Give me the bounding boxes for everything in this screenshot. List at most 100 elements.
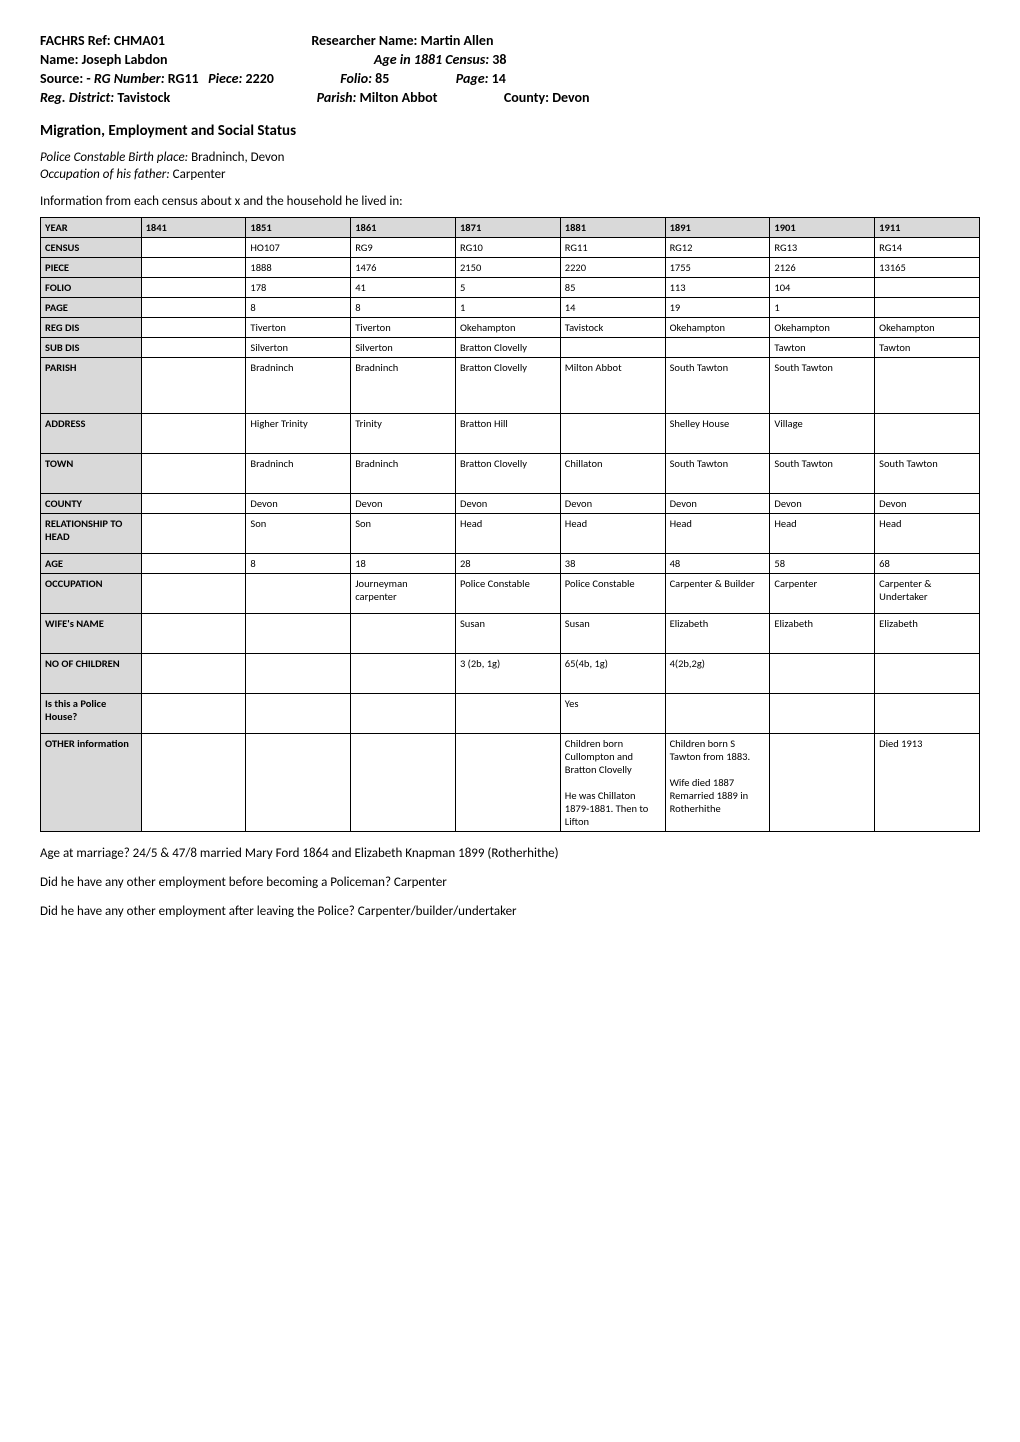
father-occ-value: Carpenter: [173, 167, 226, 182]
table-cell: Bratton Clovelly: [455, 358, 560, 414]
table-row: OTHER informationChildren born Cullompto…: [41, 734, 980, 832]
table-cell: Yes: [560, 694, 665, 734]
table-cell: Died 1913: [875, 734, 980, 832]
table-cell: [141, 494, 246, 514]
table-cell: Bratton Hill: [455, 414, 560, 454]
table-cell: Milton Abbot: [560, 358, 665, 414]
table-cell: Son: [351, 514, 456, 554]
subject-name: Joseph Labdon: [82, 51, 168, 68]
row-label: TOWN: [41, 454, 142, 494]
table-cell: Tavistock: [560, 318, 665, 338]
col-header: 1911: [875, 218, 980, 238]
table-cell: Bradninch: [246, 358, 351, 414]
rg-number: RG11: [168, 70, 199, 87]
row-label: REG DIS: [41, 318, 142, 338]
table-cell: [141, 414, 246, 454]
table-cell: [351, 734, 456, 832]
table-row: TOWNBradninchBradninchBratton ClovellyCh…: [41, 454, 980, 494]
table-cell: [770, 694, 875, 734]
table-cell: 85: [560, 278, 665, 298]
table-cell: [141, 734, 246, 832]
table-cell: RG10: [455, 238, 560, 258]
table-cell: Head: [665, 514, 770, 554]
table-cell: Carpenter & Undertaker: [875, 574, 980, 614]
table-cell: [351, 694, 456, 734]
table-cell: 178: [246, 278, 351, 298]
table-cell: Devon: [560, 494, 665, 514]
folio-label: Folio:: [340, 70, 372, 87]
table-cell: Okehampton: [665, 318, 770, 338]
table-cell: 13165: [875, 258, 980, 278]
table-cell: [875, 654, 980, 694]
county-label: County:: [504, 89, 549, 106]
table-cell: 2126: [770, 258, 875, 278]
table-cell: Elizabeth: [770, 614, 875, 654]
page-value: 14: [492, 70, 506, 87]
parish-value: Milton Abbot: [360, 89, 438, 106]
table-cell: [141, 554, 246, 574]
table-cell: [141, 338, 246, 358]
table-cell: [141, 258, 246, 278]
reg-district: Tavistock: [117, 89, 170, 106]
parish-label: Parish:: [317, 89, 357, 106]
table-cell: 18: [351, 554, 456, 574]
table-cell: [246, 574, 351, 614]
row-label: OTHER information: [41, 734, 142, 832]
table-cell: [141, 514, 246, 554]
table-cell: Okehampton: [455, 318, 560, 338]
table-cell: Shelley House: [665, 414, 770, 454]
table-cell: Chillaton: [560, 454, 665, 494]
row-label: Is this a Police House?: [41, 694, 142, 734]
table-cell: Higher Trinity: [246, 414, 351, 454]
table-cell: Police Constable: [455, 574, 560, 614]
table-cell: 4(2b,2g): [665, 654, 770, 694]
section-title: Migration, Employment and Social Status: [40, 122, 980, 140]
table-cell: Police Constable: [560, 574, 665, 614]
table-row: FOLIO17841585113104: [41, 278, 980, 298]
table-cell: Bratton Clovelly: [455, 454, 560, 494]
table-cell: 104: [770, 278, 875, 298]
table-cell: 8: [246, 298, 351, 318]
age-value: 38: [492, 51, 506, 68]
table-cell: [141, 694, 246, 734]
table-cell: South Tawton: [665, 454, 770, 494]
researcher-name: Martin Allen: [421, 32, 494, 49]
table-cell: Tiverton: [351, 318, 456, 338]
table-row: PAGE88114191: [41, 298, 980, 318]
page-label: Page:: [456, 70, 489, 87]
table-cell: [141, 278, 246, 298]
row-label: OCCUPATION: [41, 574, 142, 614]
table-cell: Devon: [455, 494, 560, 514]
table-cell: 8: [246, 554, 351, 574]
row-label: NO OF CHILDREN: [41, 654, 142, 694]
table-cell: 14: [560, 298, 665, 318]
footer-q3: Did he have any other employment after l…: [40, 904, 980, 919]
table-cell: Head: [770, 514, 875, 554]
table-cell: 48: [665, 554, 770, 574]
source-label: Source: -: [40, 70, 91, 87]
row-label: SUB DIS: [41, 338, 142, 358]
table-cell: Silverton: [246, 338, 351, 358]
table-cell: Head: [875, 514, 980, 554]
birthplace-value: Bradninch, Devon: [191, 150, 284, 165]
table-row: NO OF CHILDREN3 (2b, 1g)65(4b, 1g)4(2b,2…: [41, 654, 980, 694]
table-cell: Susan: [455, 614, 560, 654]
table-cell: Journeyman carpenter: [351, 574, 456, 614]
row-label: PAGE: [41, 298, 142, 318]
father-occ-label: Occupation of his father:: [40, 167, 170, 182]
col-header: 1871: [455, 218, 560, 238]
table-row: WIFE's NAMESusanSusanElizabethElizabethE…: [41, 614, 980, 654]
table-cell: [141, 298, 246, 318]
table-cell: [875, 694, 980, 734]
table-cell: Son: [246, 514, 351, 554]
table-cell: Elizabeth: [665, 614, 770, 654]
table-cell: HO107: [246, 238, 351, 258]
table-cell: [246, 614, 351, 654]
table-cell: Devon: [246, 494, 351, 514]
row-label: FOLIO: [41, 278, 142, 298]
table-cell: Bratton Clovelly: [455, 338, 560, 358]
row-label: PIECE: [41, 258, 142, 278]
table-cell: [665, 338, 770, 358]
table-cell: 8: [351, 298, 456, 318]
table-cell: Trinity: [351, 414, 456, 454]
